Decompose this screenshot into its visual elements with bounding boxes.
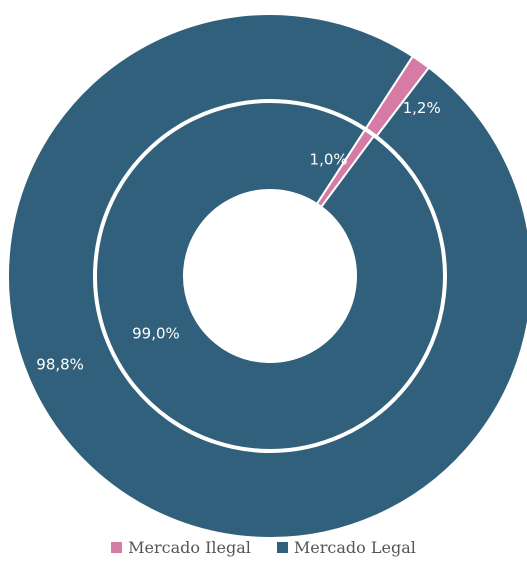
- legend-swatch-legal: [276, 542, 288, 553]
- legend-swatch-illegal: [111, 542, 123, 553]
- legend-item-illegal: Mercado Ilegal: [111, 538, 251, 557]
- inner-ring-label-legal: 99,0%: [132, 325, 180, 343]
- legend: Mercado Ilegal Mercado Legal: [0, 538, 527, 557]
- legend-item-legal: Mercado Legal: [276, 538, 416, 557]
- inner-ring-slice-legal: [95, 101, 445, 451]
- outer-ring-label-illegal: 1,2%: [403, 99, 441, 117]
- legend-label-illegal: Mercado Ilegal: [128, 538, 251, 557]
- outer-ring-label-legal: 98,8%: [36, 356, 84, 374]
- inner-ring-label-illegal: 1,0%: [310, 150, 348, 168]
- legend-label-legal: Mercado Legal: [293, 538, 416, 557]
- outer-ring-slice-legal: [7, 13, 527, 539]
